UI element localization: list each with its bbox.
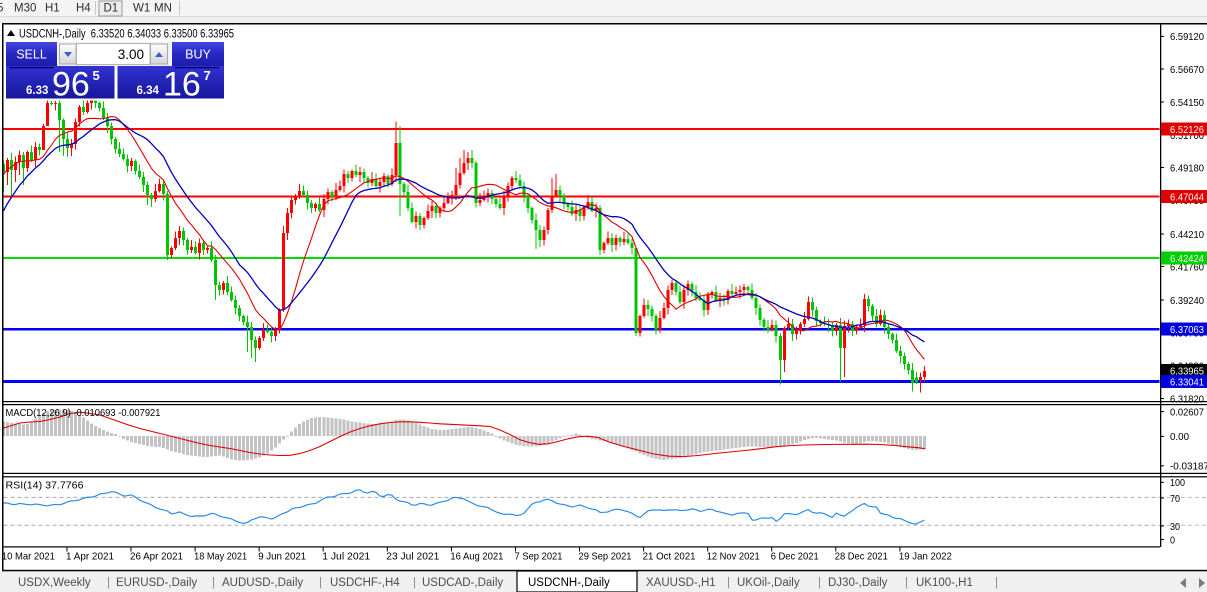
svg-text:6.59120: 6.59120 [1170, 31, 1204, 43]
svg-text:W1: W1 [133, 3, 150, 15]
svg-text:DJ30-,Daily: DJ30-,Daily [828, 577, 888, 589]
svg-text:6.44210: 6.44210 [1170, 229, 1204, 241]
svg-text:6.33965: 6.33965 [1170, 365, 1204, 377]
svg-text:|: | [319, 577, 322, 589]
svg-text:6.56670: 6.56670 [1170, 64, 1204, 76]
svg-text:70: 70 [1170, 493, 1180, 505]
svg-text:1 Apr 2021: 1 Apr 2021 [66, 551, 114, 563]
svg-text:EURUSD-,Daily: EURUSD-,Daily [116, 577, 197, 589]
svg-text:6.31820: 6.31820 [1170, 393, 1204, 405]
svg-text:6.47044: 6.47044 [1170, 191, 1204, 203]
svg-text:6.42424: 6.42424 [1170, 253, 1204, 265]
svg-text:6.52126: 6.52126 [1170, 124, 1204, 136]
svg-text:|: | [413, 577, 416, 589]
svg-text:H1: H1 [45, 3, 60, 15]
svg-text:MACD(12,26,9) -0.010693 -0.007: MACD(12,26,9) -0.010693 -0.007921 [6, 407, 161, 419]
svg-text:|: | [995, 577, 998, 589]
svg-text:100: 100 [1170, 477, 1185, 489]
svg-text:30: 30 [1170, 521, 1180, 533]
svg-text:6.34: 6.34 [137, 85, 160, 97]
svg-text:9 Jun 2021: 9 Jun 2021 [258, 551, 306, 563]
svg-text:USDCHF-,H4: USDCHF-,H4 [330, 577, 400, 589]
svg-text:XAUUSD-,H1: XAUUSD-,H1 [646, 577, 716, 589]
svg-text:96: 96 [52, 66, 90, 104]
svg-text:|: | [905, 577, 908, 589]
svg-text:H4: H4 [76, 3, 91, 15]
svg-text:12 Nov 2021: 12 Nov 2021 [707, 551, 760, 563]
svg-text:USDCNH-,Daily: USDCNH-,Daily [528, 577, 610, 589]
svg-text:UKOil-,Daily: UKOil-,Daily [737, 577, 800, 589]
svg-text:28 Dec 2021: 28 Dec 2021 [835, 551, 888, 563]
svg-text:|: | [818, 577, 821, 589]
svg-text:6.37063: 6.37063 [1170, 324, 1204, 336]
svg-text:6.33: 6.33 [26, 85, 48, 97]
svg-text:RSI(14) 37.7766: RSI(14) 37.7766 [6, 480, 84, 492]
svg-text:-0.03187: -0.03187 [1170, 461, 1207, 473]
svg-text:6.39240: 6.39240 [1170, 295, 1204, 307]
svg-text:6.54150: 6.54150 [1170, 97, 1204, 109]
svg-text:10 Mar 2021: 10 Mar 2021 [2, 551, 55, 563]
svg-text:16: 16 [163, 66, 201, 104]
svg-text:6.49180: 6.49180 [1170, 162, 1204, 174]
svg-text:29 Sep 2021: 29 Sep 2021 [579, 551, 632, 563]
svg-text:3.00: 3.00 [118, 47, 144, 62]
svg-text:|: | [107, 577, 110, 589]
svg-text:5: 5 [93, 68, 100, 83]
svg-text:23 Jul 2021: 23 Jul 2021 [386, 551, 439, 563]
svg-text:1 Jul 2021: 1 Jul 2021 [322, 551, 370, 563]
svg-text:7: 7 [204, 68, 211, 83]
svg-text:5: 5 [0, 3, 3, 15]
svg-text:21 Oct 2021: 21 Oct 2021 [643, 551, 696, 563]
svg-text:|: | [727, 577, 730, 589]
svg-text:6 Dec 2021: 6 Dec 2021 [771, 551, 819, 563]
svg-text:7 Sep 2021: 7 Sep 2021 [515, 551, 563, 563]
svg-text:MN: MN [154, 3, 172, 15]
svg-text:BUY: BUY [185, 48, 211, 62]
svg-text:0.00: 0.00 [1170, 431, 1189, 443]
svg-text:|: | [212, 577, 215, 589]
svg-text:6.33041: 6.33041 [1170, 376, 1204, 388]
svg-text:0: 0 [1170, 534, 1175, 546]
svg-text:16 Aug 2021: 16 Aug 2021 [450, 551, 503, 563]
svg-text:SELL: SELL [16, 48, 47, 62]
svg-text:D1: D1 [104, 3, 119, 15]
svg-text:USDCNH-,Daily 6.33520 6.34033: USDCNH-,Daily 6.33520 6.34033 6.33500 6.… [19, 29, 234, 41]
svg-text:USDX,Weekly: USDX,Weekly [18, 577, 91, 589]
svg-text:UK100-,H1: UK100-,H1 [916, 577, 973, 589]
svg-text:26 Apr 2021: 26 Apr 2021 [130, 551, 183, 563]
svg-text:M30: M30 [14, 3, 36, 15]
svg-text:0.02607: 0.02607 [1170, 406, 1204, 418]
svg-text:AUDUSD-,Daily: AUDUSD-,Daily [222, 577, 303, 589]
svg-text:18 May 2021: 18 May 2021 [194, 551, 247, 563]
svg-text:19 Jan 2022: 19 Jan 2022 [899, 551, 952, 563]
svg-text:USDCAD-,Daily: USDCAD-,Daily [422, 577, 503, 589]
